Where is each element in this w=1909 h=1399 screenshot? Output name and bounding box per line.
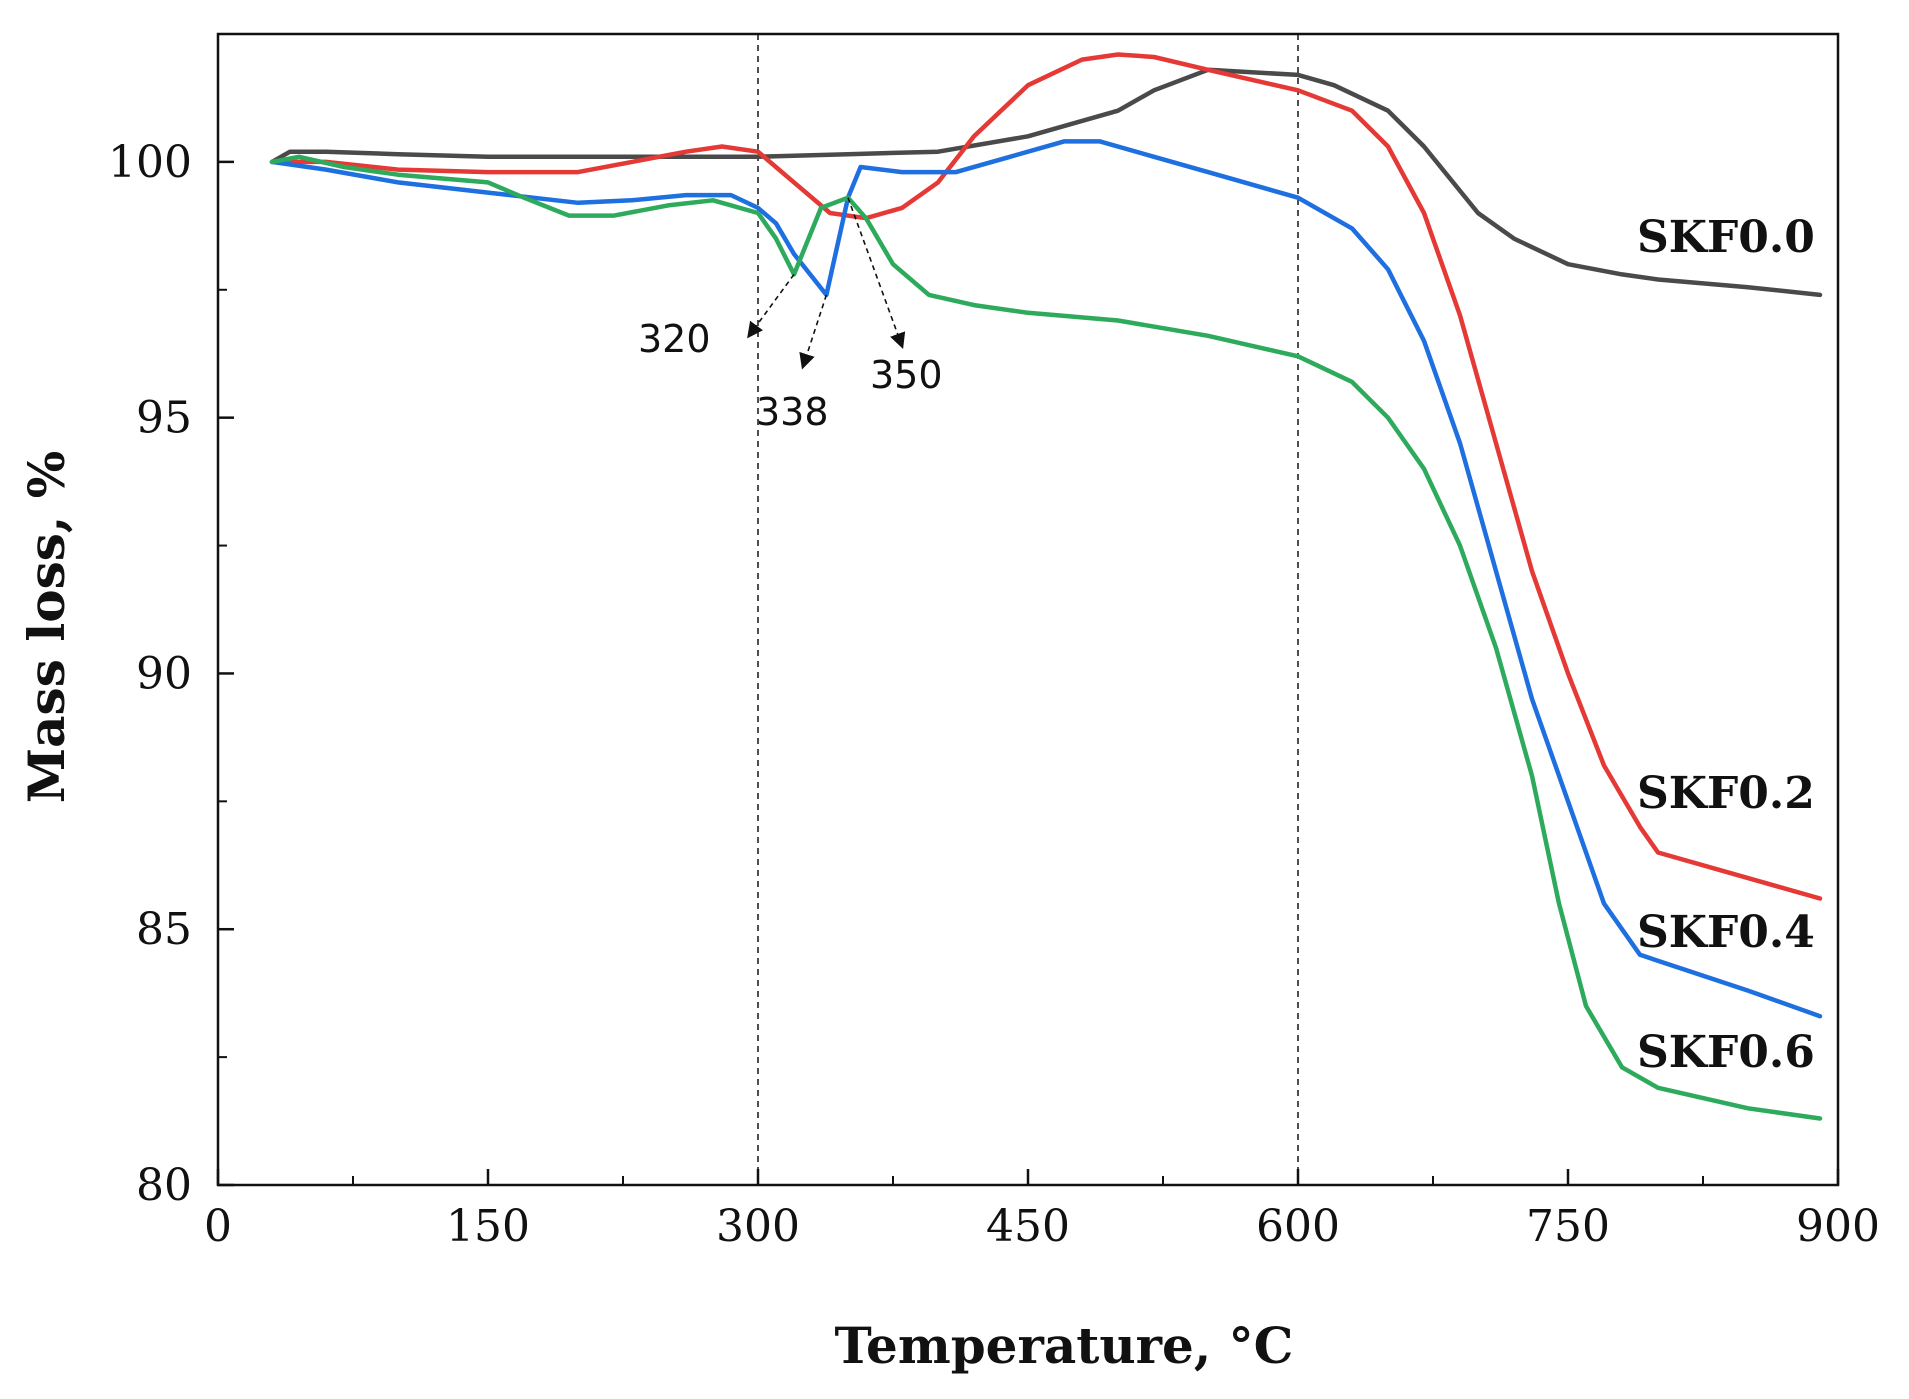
annotation-label-350: 350	[870, 353, 943, 397]
annotation-arrow-320	[747, 273, 795, 339]
x-tick-label-750: 750	[1526, 1201, 1610, 1252]
series-label-skf04: SKF0.4	[1637, 907, 1815, 958]
series-label-skf00: SKF0.0	[1637, 212, 1815, 263]
y-axis-title: Mass loss, %	[17, 451, 76, 803]
series-label-skf02: SKF0.2	[1637, 768, 1815, 819]
y-tick-label-80: 80	[136, 1160, 192, 1211]
x-tick-label-0: 0	[204, 1201, 232, 1252]
x-tick-label-450: 450	[986, 1201, 1070, 1252]
y-tick-label-85: 85	[136, 904, 192, 955]
series-line-skf04	[269, 139, 1823, 1019]
series-line-skf06	[269, 154, 1823, 1121]
annotation-label-338: 338	[756, 390, 829, 434]
series-label-skf06: SKF0.6	[1637, 1027, 1815, 1078]
x-tick-label-300: 300	[716, 1201, 800, 1252]
plot-frame	[216, 32, 1840, 1187]
series-line-skf00	[269, 67, 1823, 298]
annotation-label-320: 320	[638, 317, 711, 361]
annotation-arrow-350	[847, 197, 906, 350]
x-axis-title: Temperature, °C	[835, 1316, 1294, 1375]
x-tick-label-900: 900	[1796, 1201, 1880, 1252]
y-tick-label-95: 95	[136, 393, 192, 444]
series-line-skf02	[269, 52, 1823, 901]
x-tick-label-150: 150	[446, 1201, 530, 1252]
x-tick-label-600: 600	[1256, 1201, 1340, 1252]
y-tick-label-100: 100	[108, 137, 192, 188]
annotation-arrow-338	[799, 294, 828, 370]
y-tick-label-90: 90	[136, 648, 192, 699]
